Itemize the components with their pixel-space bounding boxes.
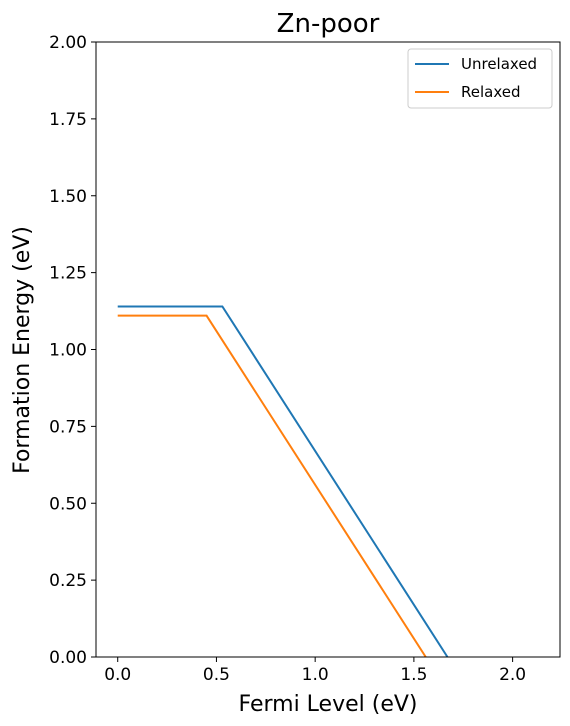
- chart-title: Zn-poor: [277, 9, 380, 39]
- x-tick-label: 0.0: [104, 665, 131, 685]
- y-tick-label: 1.25: [49, 264, 87, 284]
- x-tick-label: 2.0: [499, 665, 526, 685]
- series-line-relaxed: [117, 314, 427, 658]
- x-axis: 0.0 0.5 1.0 1.5 2.0: [104, 657, 526, 685]
- x-tick-label: 1.5: [400, 665, 427, 685]
- y-tick-label: 0.75: [49, 417, 87, 437]
- series-line-unrelaxed: [117, 305, 449, 658]
- x-tick-label: 0.5: [203, 665, 230, 685]
- x-axis-label: Fermi Level (eV): [239, 692, 418, 717]
- x-tick-label: 1.0: [302, 665, 329, 685]
- plot-area: [117, 305, 449, 658]
- y-tick-label: 0.50: [49, 494, 87, 514]
- y-tick-label: 1.00: [49, 341, 87, 361]
- y-tick-label: 0.00: [49, 648, 87, 668]
- legend: Unrelaxed Relaxed: [407, 48, 553, 109]
- y-axis: 0.00 0.25 0.50 0.75 1.00 1.25 1.50 1.75 2.00: [49, 33, 96, 668]
- y-tick-label: 2.00: [49, 33, 87, 53]
- legend-label-relaxed: Relaxed: [461, 83, 521, 101]
- legend-label-unrelaxed: Unrelaxed: [461, 55, 537, 73]
- y-tick-label: 1.75: [49, 110, 87, 130]
- plot-frame: [95, 41, 561, 658]
- y-tick-label: 0.25: [49, 571, 87, 591]
- y-tick-label: 1.50: [49, 187, 87, 207]
- y-axis-label: Formation Energy (eV): [10, 226, 35, 474]
